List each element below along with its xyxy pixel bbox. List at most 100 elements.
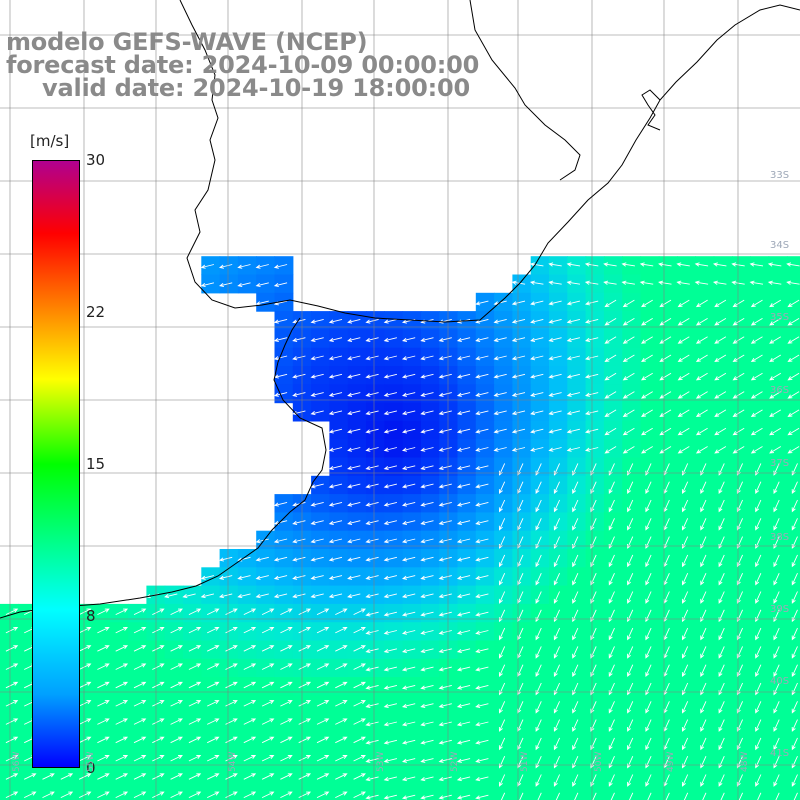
wind-arrow (645, 701, 652, 714)
wind-arrow (298, 755, 312, 762)
wind-arrow (714, 372, 727, 381)
wind-arrow (732, 372, 745, 381)
wind-arrow (316, 773, 330, 780)
wind-arrow (718, 737, 725, 751)
wind-arrow (475, 410, 489, 416)
wind-arrow (353, 626, 366, 634)
wind-speed-cell (786, 256, 800, 276)
wind-arrow (694, 262, 709, 267)
wind-arrow (475, 721, 489, 727)
wind-speed-cell (54, 786, 74, 800)
wind-arrow (647, 792, 652, 800)
wind-arrow (493, 373, 507, 379)
wind-arrow (420, 447, 434, 452)
wind-arrow (170, 626, 183, 634)
wind-arrow (732, 391, 745, 399)
wind-arrow (475, 739, 489, 745)
longitude-label: 55W (86, 751, 96, 772)
wind-arrow (553, 646, 561, 659)
wind-arrow (718, 573, 725, 586)
wind-arrow (627, 591, 634, 604)
wind-arrow (115, 663, 129, 670)
wind-arrow (519, 792, 524, 800)
wind-arrow (5, 663, 19, 670)
wind-arrow (347, 575, 361, 580)
wind-arrow (353, 608, 366, 616)
wind-arrow (712, 280, 727, 285)
wind-arrow (207, 718, 220, 725)
wind-arrow (548, 428, 562, 434)
wind-arrow (456, 355, 471, 361)
wind-arrow (498, 591, 506, 604)
wind-arrow (383, 684, 398, 690)
wind-speed-cell (530, 786, 550, 800)
wind-arrow (604, 372, 617, 381)
wind-arrow (608, 737, 615, 751)
wind-arrow (365, 611, 379, 617)
map-title-forecast-date: forecast date: 2024-10-09 00:00:00 (6, 51, 480, 79)
wind-arrow (535, 627, 542, 641)
wind-arrow (438, 794, 452, 800)
wind-arrow (535, 591, 542, 604)
wind-arrow (553, 737, 561, 751)
wind-arrow (695, 446, 708, 454)
wind-arrow (530, 355, 544, 361)
wind-arrow (401, 556, 416, 562)
wind-arrow (365, 794, 379, 800)
wind-speed-cell (786, 677, 800, 696)
wind-arrow (695, 409, 708, 417)
wind-arrow (645, 499, 652, 513)
wind-arrow (401, 684, 416, 690)
wind-arrow (627, 627, 634, 641)
wind-arrow (78, 681, 92, 689)
wind-arrow (243, 718, 257, 725)
wind-arrow (718, 646, 725, 659)
wind-speed-cell (786, 622, 800, 642)
wind-speed-cell (786, 713, 800, 733)
wind-arrow (273, 556, 288, 562)
colorbar-tick-label: 30 (86, 151, 106, 169)
wind-speed-cell (347, 786, 367, 800)
wind-arrow (773, 774, 780, 787)
wind-arrow (456, 538, 471, 544)
wind-speed-cell (786, 512, 800, 532)
wind-arrow (622, 372, 635, 381)
wind-arrow (750, 391, 763, 399)
wind-arrow (681, 719, 689, 732)
wind-speed-cell (512, 786, 532, 800)
wind-arrow (695, 336, 708, 344)
wind-arrow (383, 410, 398, 416)
wind-arrow (755, 701, 762, 714)
wind-arrow (78, 755, 92, 762)
wind-speed-cell (786, 366, 800, 385)
wind-arrow (347, 355, 361, 361)
wind-arrow (383, 794, 398, 800)
wind-arrow (401, 483, 416, 489)
wind-arrow (681, 591, 689, 604)
wind-arrow (718, 774, 725, 787)
wind-speed-cell (18, 786, 38, 800)
wind-arrow (133, 663, 147, 670)
wind-arrow (365, 538, 379, 544)
wind-arrow (659, 409, 672, 417)
wind-arrow (718, 518, 725, 531)
wind-arrow (347, 556, 361, 562)
wind-arrow (535, 554, 542, 568)
wind-arrow (645, 518, 652, 531)
wind-speed-cell (786, 732, 800, 751)
wind-arrow (188, 736, 202, 744)
wind-arrow (97, 700, 110, 707)
wind-arrow (700, 774, 707, 787)
wind-arrow (273, 538, 288, 544)
wind-arrow (493, 428, 507, 434)
wind-arrow (438, 447, 452, 452)
wind-arrow (665, 792, 670, 800)
wind-arrow (365, 575, 379, 580)
wind-arrow (225, 718, 238, 725)
wind-arrow (695, 372, 708, 381)
colorbar-tick-label: 8 (86, 607, 96, 625)
coastline (179, 0, 800, 323)
wind-arrow (188, 663, 202, 670)
wind-arrow (732, 354, 745, 363)
